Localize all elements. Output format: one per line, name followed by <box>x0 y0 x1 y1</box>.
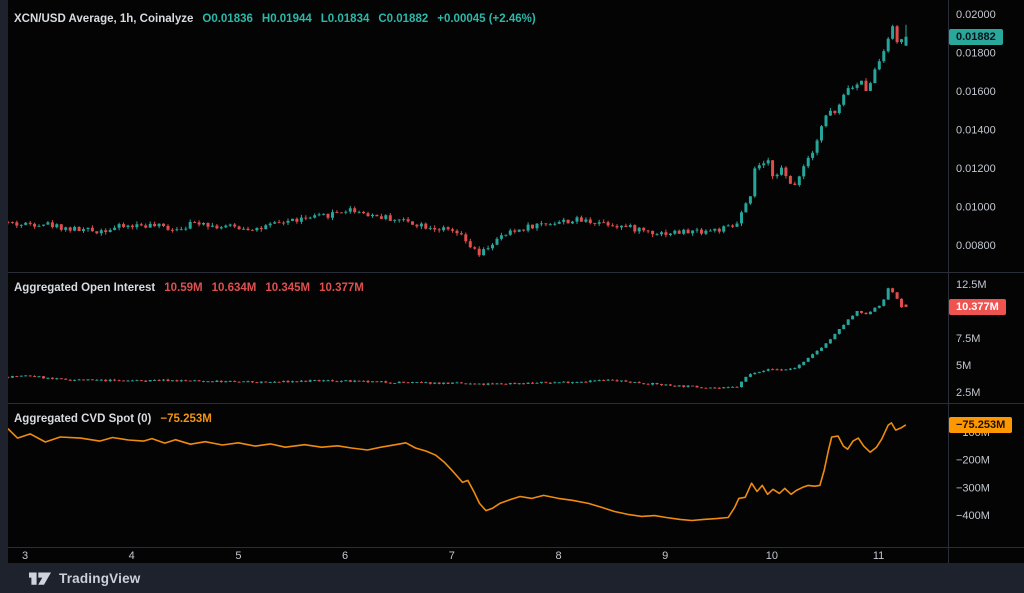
axis-tick-label: 0.02000 <box>956 9 996 21</box>
oi-high: 10.634M <box>211 282 257 294</box>
axis-tick-label: 11 <box>873 550 884 562</box>
oi-close: 10.377M <box>319 282 364 294</box>
axis-tick-label: −400M <box>956 510 990 522</box>
axis-tick-label: 8 <box>555 550 561 562</box>
chart-canvas[interactable]: 0.02000 0.01800 0.01600 0.01400 0.01200 0.010… <box>0 0 1024 563</box>
symbol-title: XCN/USD Average, 1h, Coinalyze <box>14 13 194 25</box>
ohlc-open: O0.01836 <box>202 13 253 25</box>
axis-tick-label: 6 <box>342 550 348 562</box>
axis-tick-label: 2.5M <box>956 387 980 399</box>
axis-tick-label: 7 <box>449 550 455 562</box>
axis-tick-label: 0.00800 <box>956 240 996 252</box>
cvd-badge: −75.253M <box>949 417 1013 434</box>
legend-cvd-spot[interactable]: Aggregated CVD Spot (0) −75.253M <box>14 411 212 427</box>
cvd-value: −75.253M <box>160 413 212 425</box>
axis-tick-label: 4 <box>129 550 135 562</box>
axis-tick-label: −300M <box>956 482 990 494</box>
axis-tick-label: 0.01400 <box>956 125 996 137</box>
legend-open-interest[interactable]: Aggregated Open Interest 10.59M 10.634M … <box>14 280 364 296</box>
axis-tick-label: 7.5M <box>956 333 980 345</box>
axis-tick-label: 9 <box>662 550 668 562</box>
axis-tick-label: 5 <box>235 550 241 562</box>
left-margin-strip <box>0 0 8 563</box>
tradingview-brand[interactable]: TradingView <box>59 570 141 586</box>
last-price-badge: 0.01882 <box>949 28 1003 45</box>
axis-tick-label: 10 <box>766 550 778 562</box>
footer-bar: TradingView <box>0 563 1024 593</box>
open-interest-title: Aggregated Open Interest <box>14 282 156 294</box>
axis-tick-label: 12.5M <box>956 279 987 291</box>
axis-tick-label: 0.01000 <box>956 202 996 214</box>
legend-price[interactable]: XCN/USD Average, 1h, Coinalyze O0.01836 … <box>14 11 536 27</box>
ohlc-low: L0.01834 <box>320 13 370 25</box>
open-interest-badge: 10.377M <box>949 298 1006 315</box>
axis-tick-label: 3 <box>22 550 28 562</box>
ohlc-high: H0.01944 <box>261 13 312 25</box>
cvd-line-series[interactable] <box>7 422 907 522</box>
axis-tick-label: 0.01200 <box>956 163 996 175</box>
axis-tick-label: 5M <box>956 360 971 372</box>
cvd-title: Aggregated CVD Spot (0) <box>14 413 152 425</box>
oi-low: 10.345M <box>265 282 311 294</box>
ohlc-close: C0.01882 <box>378 13 429 25</box>
ohlc-change: +0.00045 (+2.46%) <box>437 13 536 25</box>
oi-open: 10.59M <box>164 282 203 294</box>
axis-tick-label: −200M <box>956 455 990 467</box>
tradingview-logo-icon[interactable] <box>29 570 52 586</box>
axis-tick-label: 0.01800 <box>956 48 996 60</box>
axis-tick-label: 0.01600 <box>956 86 996 98</box>
